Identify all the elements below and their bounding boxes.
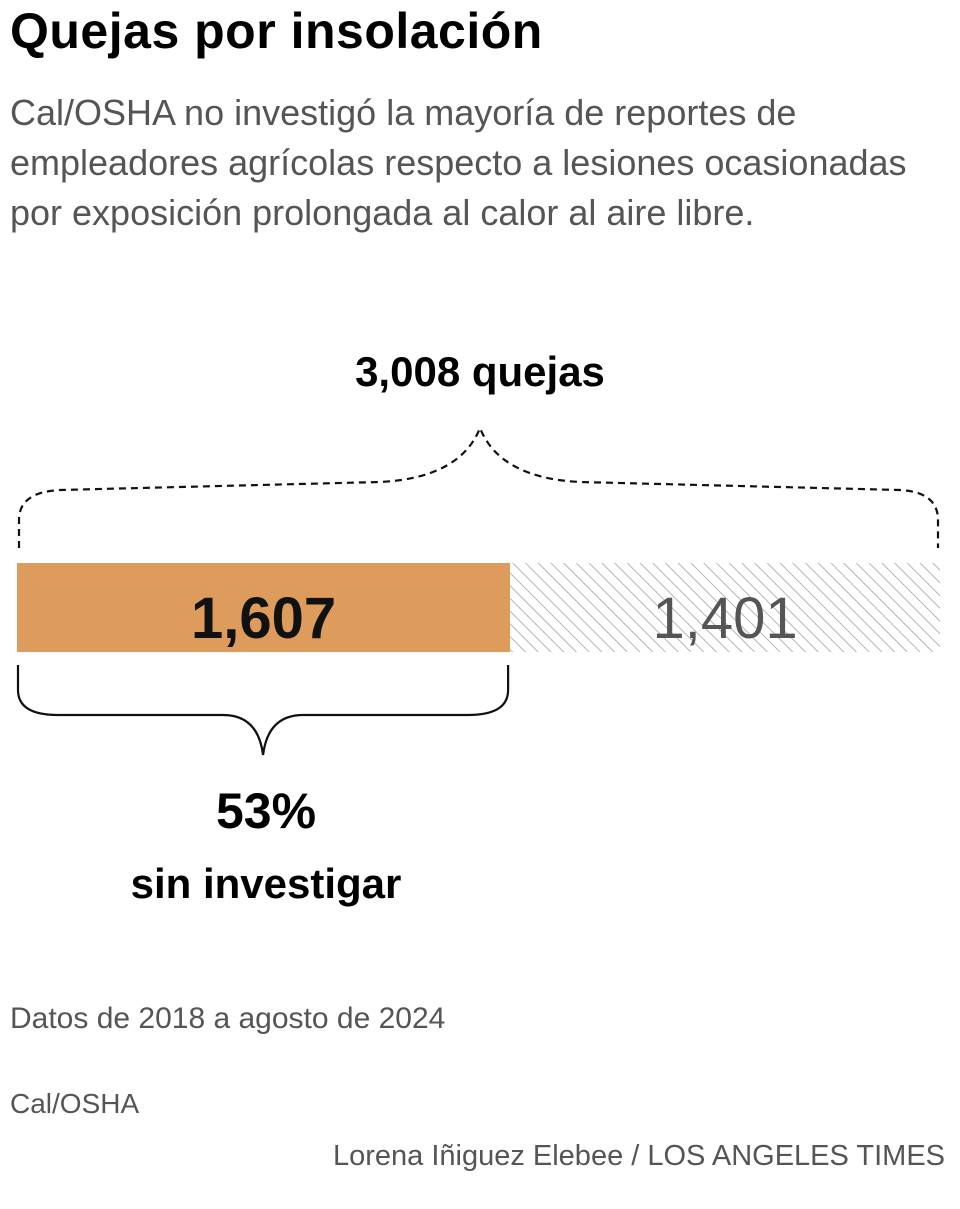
percent-annotation: 53% (215, 783, 317, 839)
percent-annotation-label: sin investigar (130, 860, 402, 907)
data-note: Datos de 2018 a agosto de 2024 (10, 1002, 446, 1035)
bar-label-investigated: 1,401 (652, 586, 797, 651)
total-brace (17, 425, 940, 548)
uninvestigated-brace (16, 665, 510, 756)
total-label: 3,008 quejas (355, 348, 605, 395)
chart-title: Quejas por insolación (10, 3, 543, 59)
bar-investigated (510, 563, 940, 652)
bar-label-uninvestigated: 1,607 (191, 586, 336, 651)
chart-subtitle: Cal/OSHA no investigó la mayoría de repo… (10, 92, 907, 233)
source: Cal/OSHA (10, 1088, 140, 1119)
bar-uninvestigated (17, 563, 511, 652)
credit: Lorena Iñiguez Elebee / LOS ANGELES TIME… (332, 1140, 945, 1172)
